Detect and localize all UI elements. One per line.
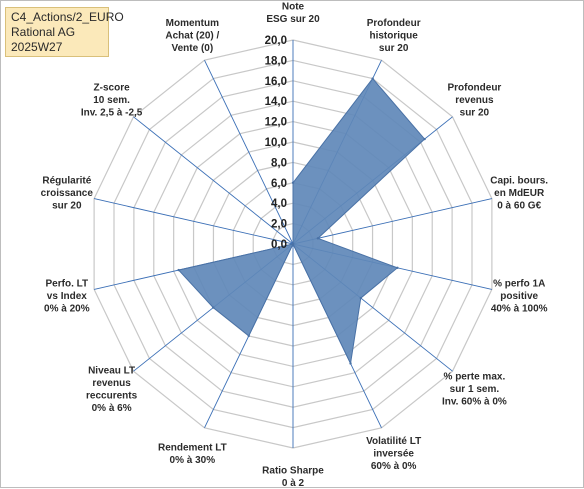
data-point <box>396 266 399 270</box>
axis-spoke <box>292 198 492 245</box>
data-point <box>177 268 180 272</box>
info-company: Rational AG <box>11 25 76 39</box>
axis-label: Note ESG sur 20 <box>266 1 320 25</box>
axis-spoke <box>204 60 294 245</box>
info-portfolio: C4_Actions/2_EURO <box>11 10 124 24</box>
axis-label: Perfo. LT vs Index 0% à 20% <box>44 279 90 315</box>
axis-label: Rendement LT 0% à 30% <box>158 442 227 466</box>
info-week: 2025W27 <box>11 40 63 54</box>
data-point <box>291 242 295 246</box>
data-point <box>423 137 426 141</box>
data-point <box>291 181 295 184</box>
axis-label: % perfo 1A positive 40% à 100% <box>491 279 548 315</box>
tick-label: 12,0 <box>265 117 287 129</box>
data-point <box>349 362 352 365</box>
axis-label: Profondeur historique sur 20 <box>367 18 421 54</box>
data-point <box>359 296 362 300</box>
tick-label: 4,0 <box>271 198 287 210</box>
tick-label: 8,0 <box>271 157 287 169</box>
axis-label: Capi. bours. en MdEUR 0 à 60 G€ <box>490 175 548 211</box>
axis-label: Niveau LT revenus reccurents 0% à 6% <box>86 365 138 414</box>
data-point <box>247 334 250 338</box>
axis-label: Ratio Sharpe 0 à 2 <box>262 465 324 489</box>
axis-label: Profondeur revenus sur 20 <box>447 82 501 118</box>
tick-label: 18,0 <box>265 55 287 67</box>
axis-label: % perte max. sur 1 sem. Inv. 60% à 0% <box>442 372 507 408</box>
data-point <box>371 77 374 80</box>
info-box: C4_Actions/2_EURO Rational AG 2025W27 <box>5 7 124 57</box>
data-point <box>212 306 215 309</box>
tick-label: 2,0 <box>271 219 287 231</box>
axis-label: Momentum Achat (20) / Vente (0) <box>165 18 219 54</box>
axis-spoke <box>94 198 294 245</box>
axis-label: Volatilité LT inversée 60% à 0% <box>366 436 421 472</box>
axis-spoke <box>133 116 294 245</box>
tick-label: 20,0 <box>265 35 287 47</box>
tick-label: 16,0 <box>265 76 287 88</box>
tick-label: 10,0 <box>265 137 287 149</box>
tick-label: 14,0 <box>265 96 287 108</box>
tick-label: 0,0 <box>271 239 287 251</box>
axis-label: Régularité croissance sur 20 <box>41 175 94 211</box>
data-point <box>316 237 320 240</box>
tick-label: 6,0 <box>271 178 287 190</box>
axis-label: Z-score 10 sem. Inv. 2,5 à -2,5 <box>81 82 143 118</box>
